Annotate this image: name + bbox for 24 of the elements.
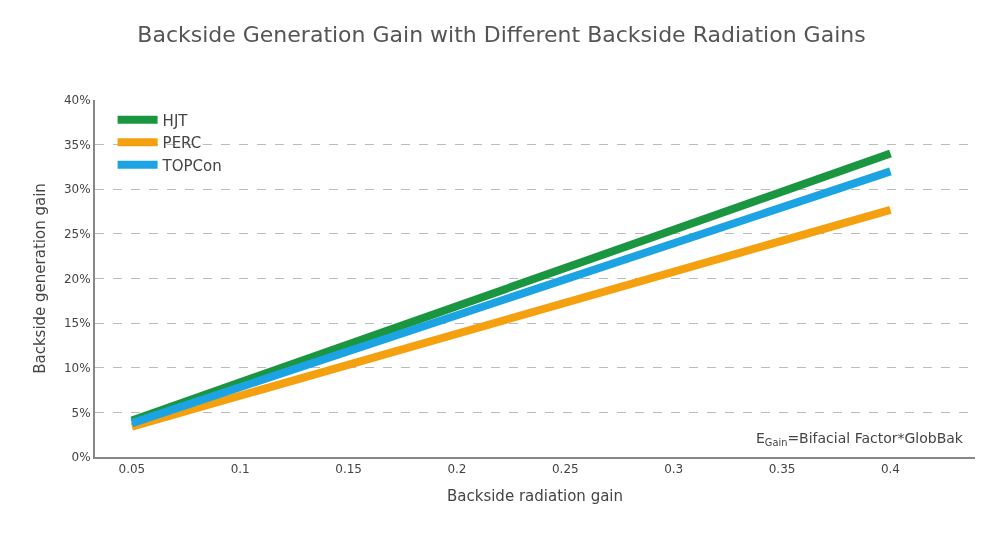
legend-label: HJT	[162, 111, 189, 130]
x-tick-label: 0.3	[664, 462, 684, 477]
y-tick-label: 15%	[63, 316, 91, 331]
y-tick-label: 20%	[63, 271, 91, 286]
y-tick-label: 25%	[63, 227, 91, 242]
y-tick-label: 35%	[63, 137, 91, 152]
y-tick-label: 30%	[63, 182, 91, 197]
legend-label: PERC	[162, 134, 202, 153]
chart-title: Backside Generation Gain with Different Backside Radiation Gains	[137, 22, 866, 48]
x-tick-label: 0.2	[447, 462, 467, 477]
x-tick-label: 0.4	[880, 462, 901, 477]
x-tick-label: 0.15	[335, 462, 362, 477]
y-tick-label: 0%	[71, 450, 91, 465]
y-axis-title: Backside generation gain	[30, 183, 49, 374]
y-tick-label: 10%	[63, 360, 91, 375]
x-tick-label: 0.05	[118, 462, 146, 477]
x-tick-label: 0.1	[230, 462, 250, 477]
y-tick-label: 40%	[63, 93, 91, 108]
x-tick-label: 0.25	[551, 462, 579, 477]
y-tick-label: 5%	[71, 405, 91, 420]
x-axis-title: Backside radiation gain	[446, 486, 624, 505]
x-tick-label: 0.35	[768, 462, 796, 477]
legend-label: TOPCon	[161, 156, 222, 175]
annotation: E$_{Gain}$=Bifacial Factor*GlobBak	[756, 430, 964, 448]
